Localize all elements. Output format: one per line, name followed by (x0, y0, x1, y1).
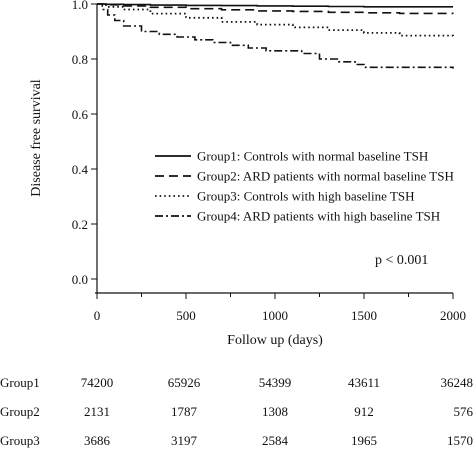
series-line-group4 (97, 3, 454, 69)
y-tick-label: 0.4 (72, 162, 89, 177)
x-tick-label: 500 (176, 308, 196, 323)
series-line-group3 (97, 3, 454, 39)
legend: Group1: Controls with normal baseline TS… (155, 149, 454, 224)
risk-cell: 3197 (171, 433, 197, 448)
risk-cell: 65926 (167, 375, 201, 390)
risk-row-label: Group2 (0, 404, 40, 419)
series-line-group1 (97, 3, 453, 8)
legend-label-group1: Group1: Controls with normal baseline TS… (197, 149, 428, 164)
y-tick-label: 0.0 (72, 272, 88, 287)
series-line-group2 (97, 3, 454, 15)
axes: 0.0 0.2 0.4 0.6 0.8 1.0 0 500 1000 1500 2000 (72, 0, 466, 323)
risk-table: Group1 74200 65926 54399 43611 36248 Group2 213… (0, 366, 474, 474)
y-axis-label: Disease free survival (29, 79, 44, 197)
risk-cell: 1308 (262, 404, 288, 419)
legend-label-group4: Group4: ARD patients with high baseline … (197, 209, 440, 224)
risk-cell: 576 (453, 404, 474, 419)
y-tick-label: 1.0 (72, 0, 88, 12)
risk-cell: 1787 (171, 404, 197, 419)
risk-cell: 1965 (351, 433, 377, 448)
p-value-annotation: p < 0.001 (375, 253, 428, 268)
y-tick-label: 0.6 (72, 107, 89, 122)
x-tick-label: 1000 (262, 308, 288, 323)
risk-row-label: Group3 (0, 433, 40, 448)
risk-row-group3: Group3 3686 3197 2584 1965 1570 (0, 432, 474, 450)
x-tick-label: 0 (94, 308, 101, 323)
x-axis-label: Follow up (days) (227, 333, 323, 348)
legend-label-group3: Group3: Controls with high baseline TSH (197, 189, 415, 204)
risk-cell: 54399 (258, 375, 292, 390)
legend-label-group2: Group2: ARD patients with normal baselin… (197, 169, 454, 184)
risk-cell: 2584 (262, 433, 288, 448)
y-tick-label: 0.2 (72, 217, 88, 232)
risk-cell: 2131 (84, 404, 110, 419)
risk-row-label: Group1 (0, 375, 40, 390)
x-tick-label: 1500 (351, 308, 377, 323)
risk-row-group2: Group2 2131 1787 1308 912 576 (0, 403, 474, 421)
risk-cell: 43611 (347, 375, 381, 390)
plot-area (97, 3, 454, 69)
x-tick-label: 2000 (440, 308, 466, 323)
risk-cell: 912 (354, 404, 374, 419)
risk-cell: 3686 (84, 433, 110, 448)
risk-cell: 36248 (440, 375, 474, 390)
risk-row-group1: Group1 74200 65926 54399 43611 36248 (0, 374, 474, 392)
risk-cell: 74200 (80, 375, 114, 390)
risk-cell: 1570 (447, 433, 473, 448)
y-tick-label: 0.8 (72, 52, 88, 67)
